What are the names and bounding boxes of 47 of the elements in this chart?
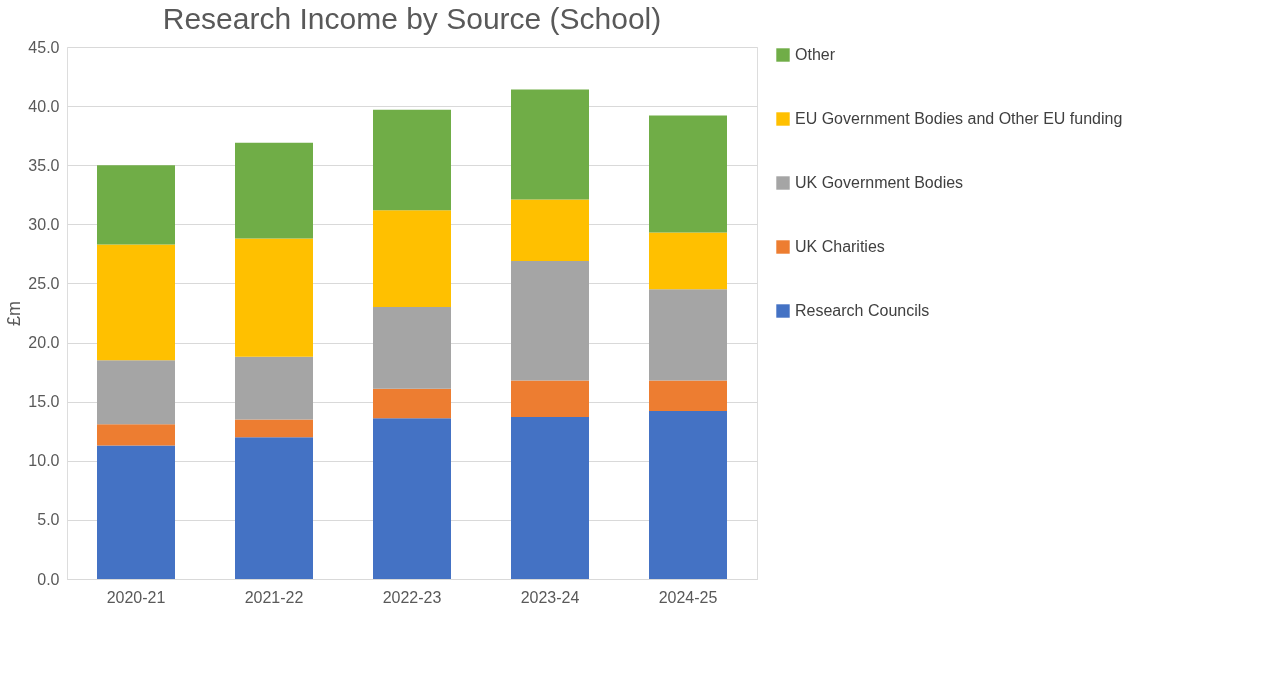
x-tick-label: 2022-23 [382,588,442,606]
y-axis-title: £m [4,300,25,327]
bar [649,115,727,233]
bar [235,437,313,579]
x-tick-label: 2021-22 [244,588,304,606]
y-tick-label: 45.0 [28,38,60,56]
bar [649,380,727,412]
x-tick-label: 2023-24 [520,588,580,606]
bar [97,424,175,446]
y-tick-label: 15.0 [28,393,60,411]
bar [373,307,451,389]
y-tick-label: 30.0 [28,215,60,233]
y-tick-label: 35.0 [28,156,60,174]
bar [511,260,589,381]
legend-label: UK Charities [795,238,885,255]
x-tick-label: 2020-21 [106,588,166,606]
y-tick-label: 10.0 [28,452,60,470]
bar [235,142,313,239]
bar [373,109,451,211]
bar [511,417,589,579]
y-tick-label: 25.0 [28,274,60,292]
bar [97,244,175,361]
chart-title: Research Income by Source (School) [162,2,662,35]
bar [97,165,175,245]
bar [235,419,313,438]
bar [373,210,451,308]
bar [373,418,451,579]
bar [649,411,727,579]
legend-label: Research Councils [795,302,930,319]
y-tick-label: 40.0 [28,97,60,115]
x-tick-label: 2024-25 [658,588,718,606]
bar [235,356,313,420]
bar [511,199,589,261]
y-tick-label: 20.0 [28,334,60,352]
legend-label: Other [795,46,836,63]
bar [97,360,175,425]
bar [97,445,175,579]
bar [235,238,313,357]
bar [511,89,589,200]
y-tick-label: 0.0 [37,570,60,588]
y-tick-label: 5.0 [37,511,60,529]
bar [373,388,451,419]
bar [649,232,727,290]
legend-label: EU Government Bodies and Other EU funding [795,110,1123,127]
bar [649,289,727,381]
bar [511,380,589,418]
legend-label: UK Government Bodies [795,174,964,191]
